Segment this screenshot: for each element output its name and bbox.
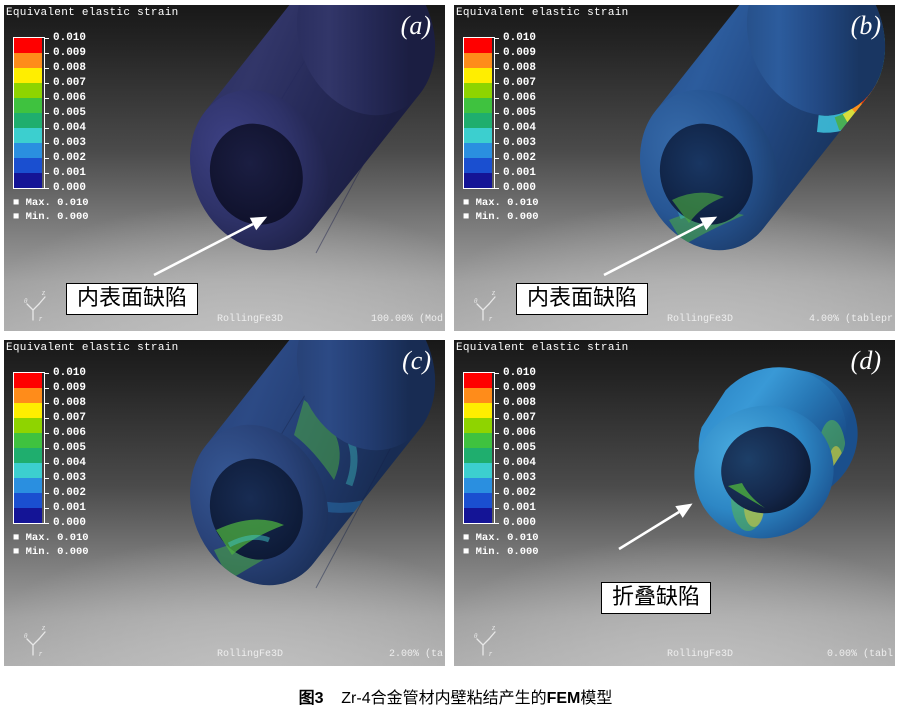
svg-text:z: z: [41, 623, 46, 632]
svg-text:r: r: [39, 649, 43, 658]
svg-text:r: r: [489, 314, 493, 323]
svg-text:z: z: [41, 288, 46, 297]
svg-text:r: r: [489, 649, 493, 658]
svg-text:z: z: [491, 623, 496, 632]
svg-text:r: r: [39, 314, 43, 323]
svg-text:θ: θ: [474, 297, 478, 305]
svg-text:θ: θ: [24, 632, 28, 640]
svg-text:θ: θ: [24, 297, 28, 305]
svg-text:z: z: [491, 288, 496, 297]
svg-text:θ: θ: [474, 632, 478, 640]
